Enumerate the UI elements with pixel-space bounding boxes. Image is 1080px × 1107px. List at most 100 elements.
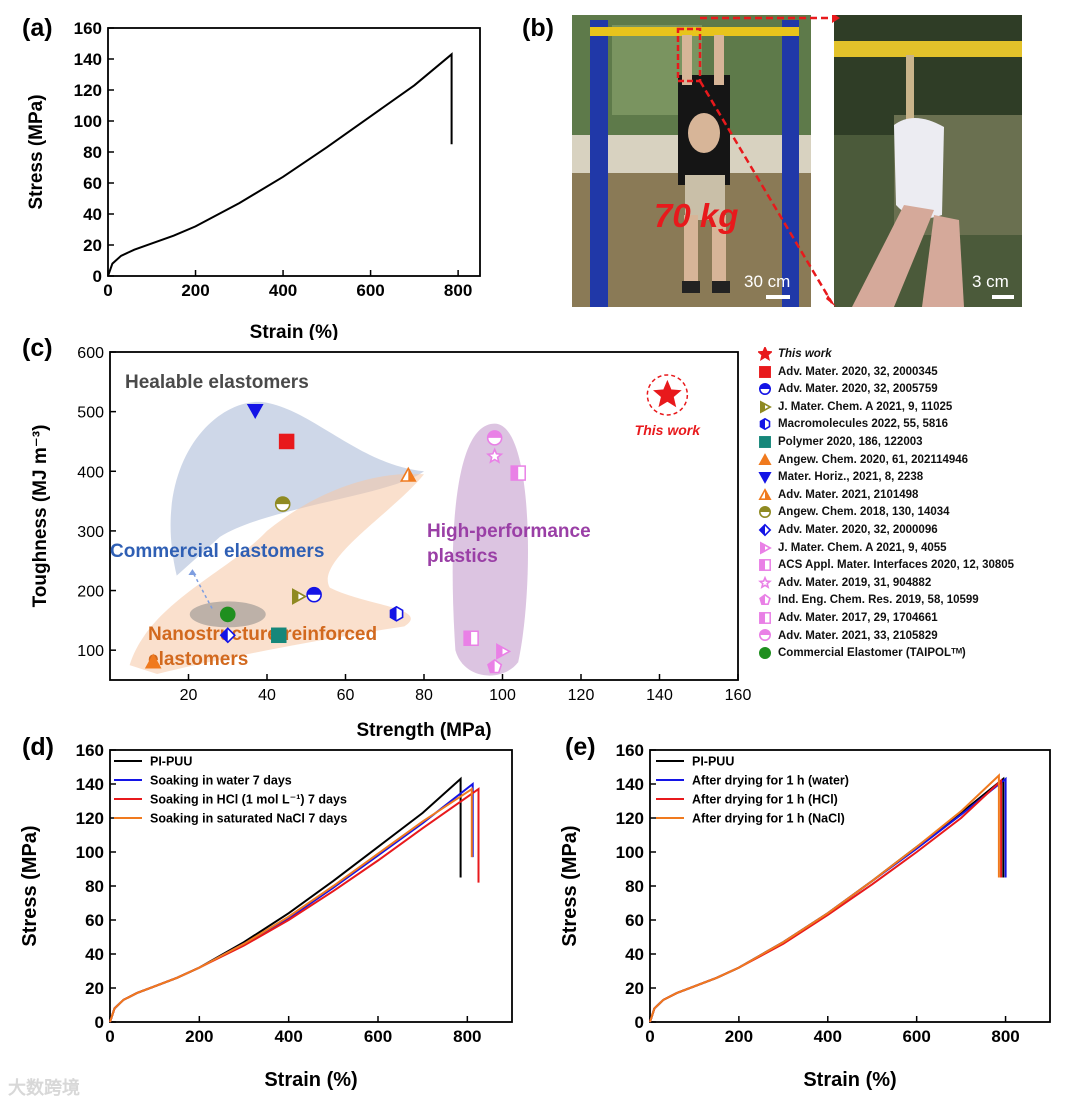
legend-label: Adv. Mater. 2021, 2101498 [778,488,919,501]
data-point-0 [653,379,682,408]
x-tick-label: 80 [415,687,433,704]
legend-item: Adv. Mater. 2017, 29, 1704661 [758,610,1014,628]
x-tick-label: 400 [269,281,297,300]
legend-marker [759,400,772,414]
panel-label-b: (b) [522,14,554,42]
legend-item: Ind. Eng. Chem. Res. 2019, 58, 10599 [758,592,1014,610]
x-axis-label: Strength (MPa) [356,720,491,741]
legend-label: Ind. Eng. Chem. Res. 2019, 58, 10599 [778,594,979,607]
y-tick-label: 300 [77,524,104,541]
commercial-arrow-head [188,569,197,576]
y-axis-label: Toughness (MJ m⁻³) [30,425,51,608]
y-tick-label: 20 [83,236,102,255]
y-tick-label: 0 [95,1013,104,1032]
legend-marker [758,575,772,589]
legend-marker [759,383,771,396]
y-tick-label: 140 [76,775,104,794]
y-tick-label: 200 [77,584,104,601]
data-point-13 [485,447,504,464]
series-line-3 [649,773,1000,1023]
y-tick-label: 160 [74,19,102,38]
legend-marker [759,629,771,642]
region-healable-elastomers [170,401,424,576]
y-tick-label: 120 [74,81,102,100]
y-tick-label: 40 [83,205,102,224]
legend-label: Polymer 2020, 186, 122003 [778,435,923,448]
legend-marker [758,452,772,465]
y-tick-label: 120 [76,809,104,828]
legend-item: Macromolecules 2022, 55, 5816 [758,416,1014,434]
legend-label: Mater. Horiz., 2021, 8, 2238 [778,471,924,484]
legend-label: Adv. Mater. 2020, 32, 2000345 [778,365,938,378]
scale-bar-label-right: 3 cm [972,272,1009,291]
y-tick-label: 600 [77,345,104,362]
legend-item: Commercial Elastomer (TAIPOLᵀᴹ) [758,645,1014,663]
legend-item: Angew. Chem. 2020, 61, 202114946 [758,452,1014,470]
label-commercial-elastomers: Commercial elastomers [110,541,324,562]
y-tick-label: 160 [616,741,644,760]
data-point-17 [219,606,236,623]
x-tick-label: 100 [489,687,516,704]
legend-label: Commercial Elastomer (TAIPOLᵀᴹ) [778,647,966,660]
legend-marker [759,594,771,606]
legend-label: This work [778,348,832,360]
x-tick-label: 120 [568,687,595,704]
y-tick-label: 100 [74,112,102,131]
legend-item: This work [756,345,1014,364]
legend-label: Angew. Chem. 2018, 130, 14034 [778,506,950,519]
data-point-1 [278,433,295,450]
x-tick-label: 800 [453,1027,481,1046]
label-healable-elastomers: Healable elastomers [125,372,309,393]
legend-label: PI-PUU [150,755,192,769]
x-tick-label: 0 [645,1027,654,1046]
legend-label: Soaking in HCl (1 mol L⁻¹) 7 days [150,793,347,807]
chart-e-drying: 0 200 400 600 800 0 20 40 60 80 100 120 140 160 Strain… [559,741,1051,1091]
legend-marker [759,611,771,624]
data-point-2 [306,586,322,603]
legend-item: Adv. Mater. 2020, 32, 2000345 [758,364,1014,382]
legend-item: J. Mater. Chem. A 2021, 9, 11025 [758,399,1014,417]
y-tick-label: 0 [93,267,102,286]
watermark: 大数跨境 [8,1078,80,1099]
y-tick-label: 500 [77,405,104,422]
data-point-11 [496,643,512,660]
photo-pull-up: 70 kg 30 cm [572,15,811,307]
y-tick-label: 40 [85,945,104,964]
legend-label: Soaking in saturated NaCl 7 days [150,812,347,826]
label-high-performance-plastics-line1: High-performance [427,521,591,542]
y-tick-label: 100 [77,643,104,660]
legend-item: Adv. Mater. 2021, 33, 2105829 [758,628,1014,646]
legend-marker [759,559,771,572]
x-tick-label: 40 [258,687,276,704]
data-point-9 [274,496,291,512]
data-point-3 [291,588,308,605]
y-tick-label: 60 [83,174,102,193]
legend-label: Macromolecules 2022, 55, 5816 [778,418,949,431]
y-tick-label: 80 [85,877,104,896]
commercial-arrow [191,571,213,609]
data-point-4 [389,605,404,622]
x-tick-label: 0 [103,281,112,300]
legend-label: J. Mater. Chem. A 2021, 9, 11025 [778,400,953,413]
this-work-annotation: This work [635,422,702,438]
series-line-3 [109,787,473,1023]
panel-label-e: (e) [565,733,596,761]
x-tick-label: 200 [181,281,209,300]
legend-label: J. Mater. Chem. A 2021, 9, 4055 [778,541,947,554]
legend-marker [759,506,771,519]
data-point-6 [144,653,162,669]
legend-marker [759,647,771,660]
region-high-performance-plastics [452,423,529,676]
scale-bar-left [766,295,790,299]
label-nanostructure-elastomers: Nanostructure-reinforced elastomers [148,624,377,670]
x-tick-label: 0 [105,1027,114,1046]
legend-label: Angew. Chem. 2020, 61, 202114946 [778,453,969,466]
scale-bar-right [992,295,1014,299]
y-tick-label: 0 [635,1013,644,1032]
legend-label: Adv. Mater. 2020, 32, 2000096 [778,523,938,536]
panel-label-d: (d) [22,733,54,761]
legend-item: ACS Appl. Mater. Interfaces 2020, 12, 30… [758,557,1014,575]
y-tick-label: 120 [616,809,644,828]
x-tick-label: 400 [274,1027,302,1046]
x-tick-label: 200 [725,1027,753,1046]
